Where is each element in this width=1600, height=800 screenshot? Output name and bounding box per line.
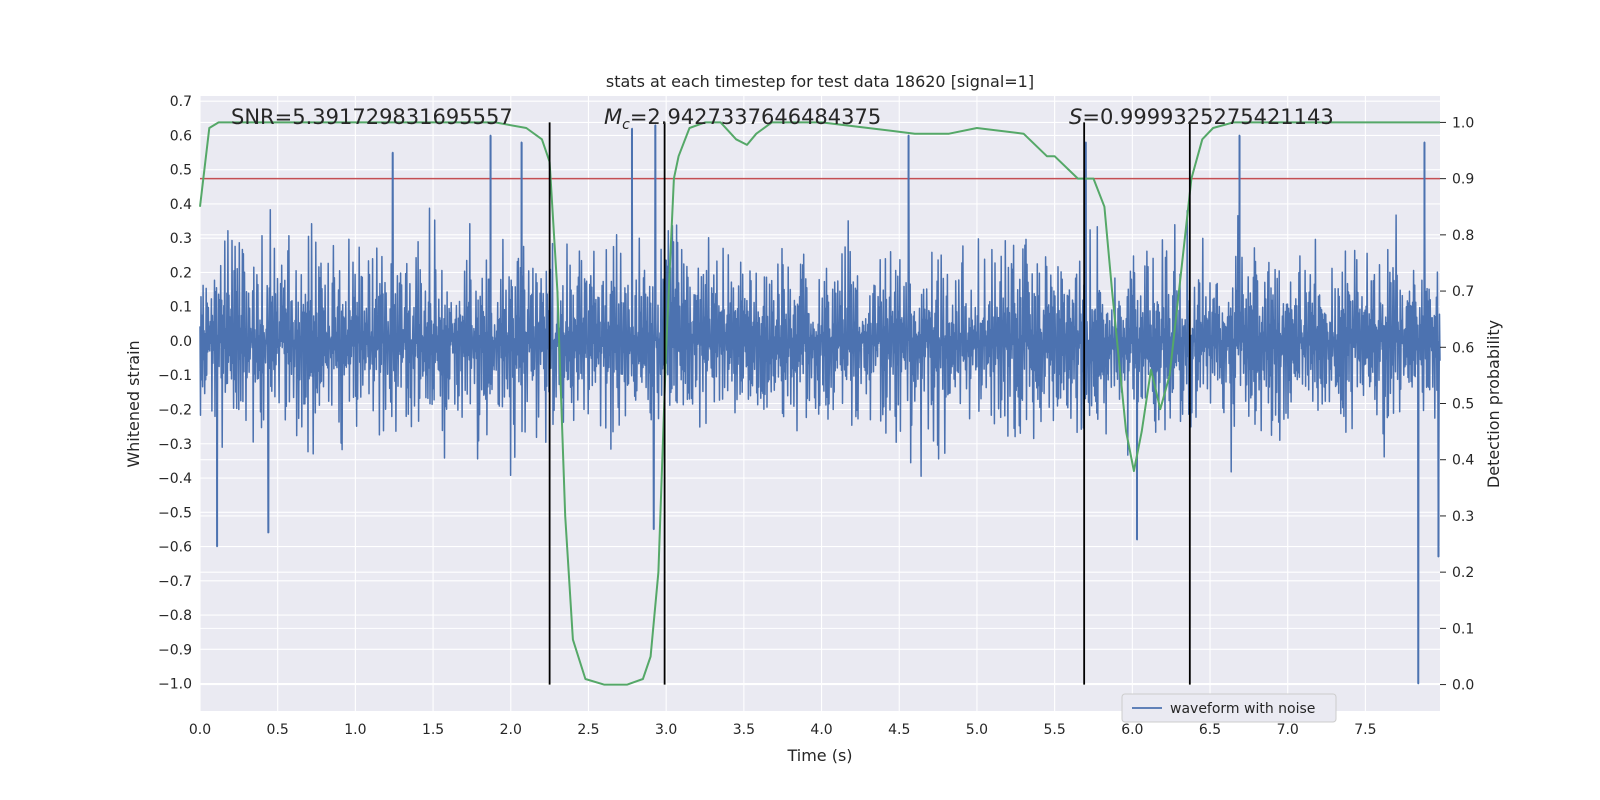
y-tick-label: −0.4	[158, 471, 192, 487]
x-tick-label: 0.5	[267, 722, 289, 738]
y-tick-label: −0.7	[158, 574, 192, 590]
y-tick-label: 0.7	[170, 94, 192, 110]
x-tick-label: 4.5	[888, 722, 910, 738]
y2-tick-label: 0.9	[1452, 172, 1474, 188]
y-tick-label: −0.5	[158, 505, 192, 521]
y-tick-label: −0.2	[158, 402, 192, 418]
chirp-mass-annotation: Mc=2.9427337646484375	[604, 105, 881, 133]
y-tick-label: 0.0	[170, 334, 192, 350]
y-axis-label: Whitened strain	[124, 340, 143, 467]
x-tick-label: 5.0	[966, 722, 988, 738]
y2-tick-label: 0.7	[1452, 284, 1474, 300]
y2-tick-label: 0.5	[1452, 397, 1474, 413]
waveform-series	[199, 124, 1441, 685]
y2-tick-label: 0.8	[1452, 228, 1474, 244]
y-tick-label: −0.9	[158, 642, 192, 658]
y-tick-label: 0.4	[170, 197, 192, 213]
x-tick-label: 4.0	[810, 722, 832, 738]
x-tick-label: 1.0	[344, 722, 366, 738]
y2-tick-label: 0.6	[1452, 340, 1474, 356]
chirp-mass-value: =2.9427337646484375	[630, 105, 881, 129]
s-value: =0.9999325275421143	[1082, 105, 1333, 129]
y-tick-label: −0.3	[158, 437, 192, 453]
y-tick-label: 0.5	[170, 163, 192, 179]
x-tick-label: 6.0	[1121, 722, 1143, 738]
y2-tick-label: 0.2	[1452, 565, 1474, 581]
waveform-line	[199, 124, 1441, 685]
y2-tick-label: 1.0	[1452, 115, 1474, 131]
x-tick-label: 6.5	[1199, 722, 1221, 738]
s-annotation: S=0.9999325275421143	[1069, 105, 1334, 129]
y-tick-label: 0.2	[170, 265, 192, 281]
y2-tick-label: 0.4	[1452, 453, 1474, 469]
x-tick-label: 7.5	[1354, 722, 1376, 738]
legend-entry-waveform: waveform with noise	[1170, 701, 1315, 717]
x-tick-label: 2.5	[577, 722, 599, 738]
x-tick-label: 2.0	[500, 722, 522, 738]
s-symbol: S	[1069, 105, 1082, 129]
y-tick-label: 0.3	[170, 231, 192, 247]
y2-axis-label: Detection probability	[1484, 320, 1503, 488]
legend: waveform with noise	[1121, 693, 1337, 723]
y2-tick-label: 0.1	[1452, 621, 1474, 637]
x-tick-label: 3.0	[655, 722, 677, 738]
y-tick-label: −0.1	[158, 368, 192, 384]
chirp-mass-symbol: M	[604, 105, 622, 129]
y2-axis-ticks: 1.0 0.9 0.8 0.7 0.6 0.5 0.4 0.3 0.2 0.1 0.0	[1440, 115, 1474, 694]
y2-tick-label: 0.3	[1452, 509, 1474, 525]
legend-box	[1121, 693, 1337, 723]
y-tick-label: 0.1	[170, 300, 192, 316]
y-axis-ticks: 0.7 0.6 0.5 0.4 0.3 0.2 0.1 0.0 −0.1 −0.2 −0.3 −0.4…	[158, 94, 192, 692]
event-markers	[548, 122, 1191, 685]
x-tick-label: 5.5	[1044, 722, 1066, 738]
x-axis-label: Time (s)	[786, 746, 852, 765]
x-axis-ticks: 0.0 0.5 1.0 1.5 2.0 2.5 3.0 3.5 4.0 4.5 5.0 5.5 6.0 6…	[189, 722, 1377, 738]
y-tick-label: 0.6	[170, 128, 192, 144]
snr-annotation: SNR=5.391729831695557	[231, 105, 513, 129]
x-tick-label: 7.0	[1277, 722, 1299, 738]
y-tick-label: −0.6	[158, 540, 192, 556]
chart-title: stats at each timestep for test data 186…	[606, 72, 1034, 91]
x-tick-label: 1.5	[422, 722, 444, 738]
y-tick-label: −1.0	[158, 677, 192, 693]
y2-tick-label: 0.0	[1452, 678, 1474, 694]
chirp-mass-subscript: c	[622, 117, 630, 133]
x-tick-label: 0.0	[189, 722, 211, 738]
x-tick-label: 3.5	[733, 722, 755, 738]
y-tick-label: −0.8	[158, 608, 192, 624]
